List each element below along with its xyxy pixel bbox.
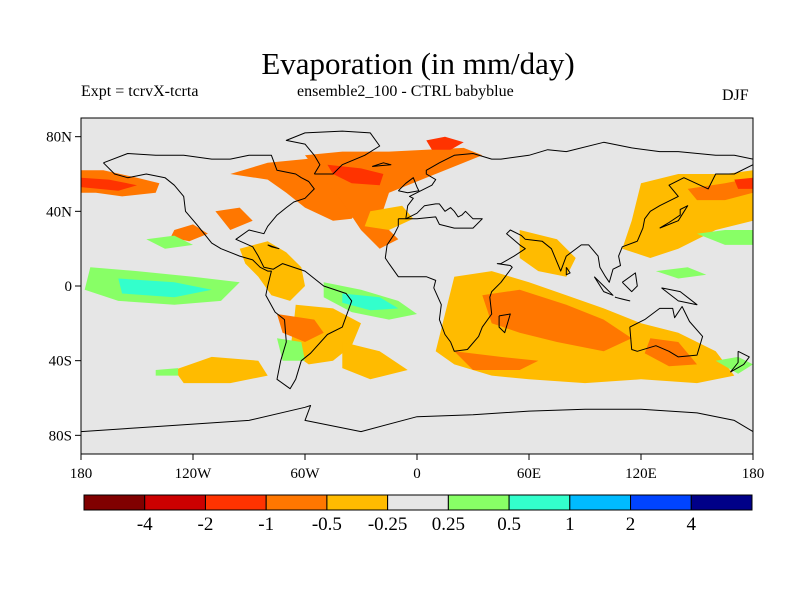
lon-tick-label: 120W (175, 466, 213, 482)
lat-tick-label: 0 (65, 279, 73, 295)
colorbar-swatch-3 (265, 494, 328, 511)
anomaly-region-1 (81, 177, 137, 191)
colorbar-swatch-0 (83, 494, 146, 511)
lat-tick-label: 40N (46, 204, 72, 220)
coastline-11 (614, 296, 631, 302)
colorbar-swatch-7 (508, 494, 571, 511)
coastline-7 (730, 350, 750, 373)
lon-tick-label: 60W (290, 466, 320, 482)
lon-tick-label: 120E (625, 466, 657, 482)
colorbar-label: -0.5 (312, 514, 342, 535)
ensemble-label: ensemble2_100 - CTRL babyblue (297, 83, 514, 100)
coastline-14 (267, 244, 280, 250)
anomaly-region-10 (277, 314, 324, 342)
lon-tick-label: 180 (70, 466, 93, 482)
anomaly-region-15 (454, 351, 539, 370)
colorbar-label: -4 (137, 514, 153, 535)
anomaly-region-12 (342, 342, 408, 380)
anomaly-region-14 (482, 289, 632, 352)
lat-tick-label: 80S (49, 428, 72, 444)
coastline-1 (285, 130, 381, 175)
colorbar-label: -0.25 (368, 514, 408, 535)
colorbar-swatch-8 (569, 494, 632, 511)
coastline-10 (593, 276, 614, 296)
coastline-0 (103, 153, 353, 390)
anomaly-region-21 (364, 205, 414, 230)
colorbar-swatch-4 (326, 494, 389, 511)
map-title: Evaporation (in mm/day) (261, 46, 575, 81)
anomaly-region-25 (342, 293, 399, 311)
anomaly-layer (81, 136, 753, 384)
coastline-15 (372, 162, 392, 167)
colorbar-swatch-5 (387, 494, 449, 511)
coastline-12 (621, 272, 638, 293)
colorbar-swatch-2 (204, 494, 267, 511)
anomaly-region-11 (174, 356, 268, 384)
colorbar: -4 -2 -1 -0.5 -0.25 0.25 0.5 1 2 4 (83, 494, 753, 535)
colorbar-label: -1 (258, 514, 274, 535)
colorbar-swatch-9 (630, 494, 692, 511)
anomaly-region-7 (215, 207, 253, 230)
coastline-2 (384, 141, 753, 352)
coastline-13 (661, 287, 698, 306)
anomaly-region-31 (715, 356, 753, 374)
anomaly-region-27 (277, 338, 305, 361)
colorbar-label: 0.5 (497, 514, 521, 535)
colorbar-swatch-1 (144, 494, 206, 511)
colorbar-swatch-6 (447, 494, 510, 511)
colorbar-label: 2 (626, 514, 636, 535)
coastline-layer (81, 130, 753, 433)
coastline-4 (629, 306, 704, 358)
anomaly-region-8 (239, 241, 305, 301)
colorbar-label: -2 (198, 514, 214, 535)
colorbar-swatch-10 (690, 494, 753, 511)
colorbar-label: 0.25 (432, 514, 465, 535)
colorbar-label: 4 (687, 514, 697, 535)
experiment-label: Expt = tcrvX-tcrta (81, 83, 199, 100)
axis-ticks: 80N 40N 0 40S 80S 180 120W 60W 0 60E 120E 180 (46, 130, 764, 482)
coastline-8 (498, 313, 511, 334)
lon-tick-label: 0 (413, 466, 421, 482)
coastline-5 (397, 177, 420, 194)
lat-tick-label: 80N (46, 130, 72, 146)
anomaly-region-30 (655, 267, 707, 279)
coastline-16 (565, 267, 571, 276)
anomaly-region-28 (155, 368, 179, 376)
anomaly-region-19 (734, 177, 753, 189)
lon-tick-label: 180 (742, 466, 765, 482)
coastline-3 (405, 203, 483, 229)
anomaly-region-6 (170, 224, 208, 242)
anomaly-region-4 (327, 164, 384, 186)
colorbar-label: 1 (565, 514, 575, 535)
lat-tick-label: 40S (49, 354, 72, 370)
anomaly-region-26 (146, 235, 193, 249)
anomaly-region-23 (118, 278, 212, 298)
coastline-6 (659, 205, 689, 229)
anomaly-region-5 (426, 136, 464, 150)
lon-tick-label: 60E (517, 466, 541, 482)
season-label: DJF (722, 87, 749, 104)
anomaly-region-20 (519, 230, 576, 277)
coastline-9 (81, 405, 753, 433)
anomaly-region-29 (697, 230, 753, 245)
